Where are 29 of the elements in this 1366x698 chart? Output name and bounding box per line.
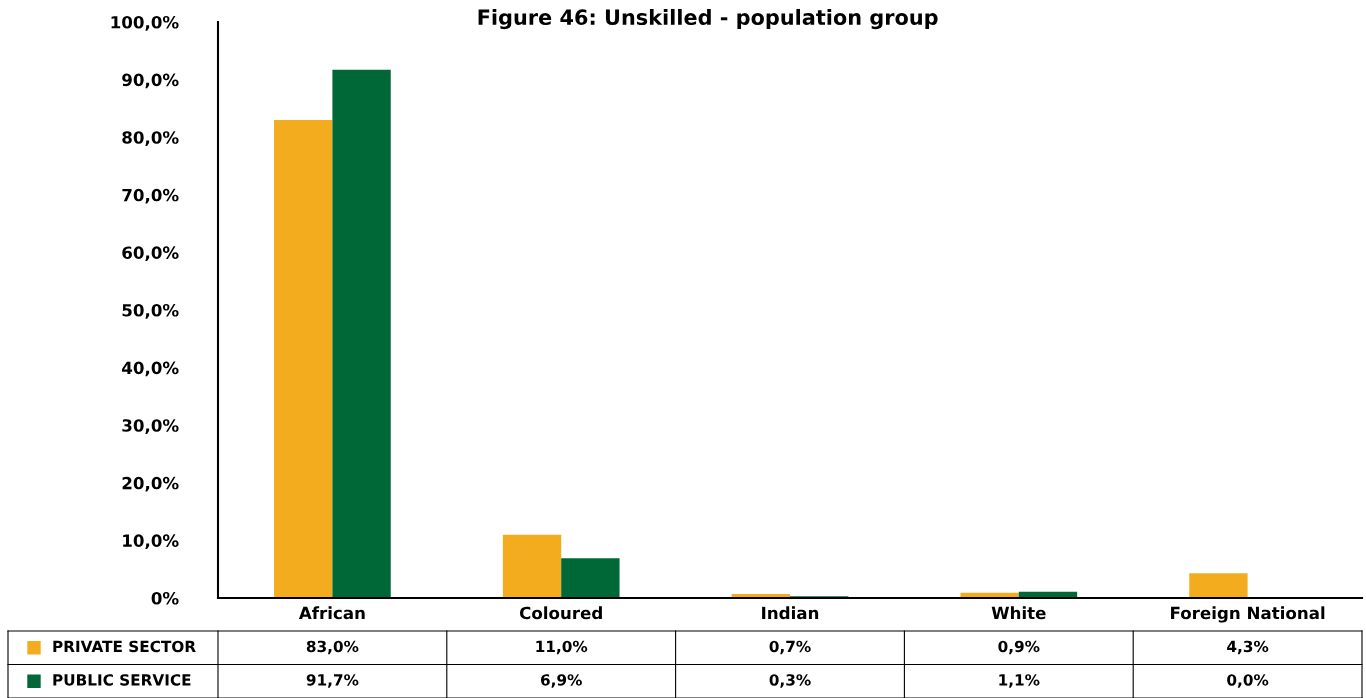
x-tick-label: Coloured (519, 606, 602, 620)
data-label: 0,0% (1227, 674, 1269, 688)
chart-title: Figure 46: Unskilled - population group (478, 8, 938, 30)
legend-label: PUBLIC SERVICE (53, 674, 191, 686)
y-tick-label: 70,0% (122, 188, 179, 204)
y-tick-label: 40,0% (122, 361, 179, 377)
y-tick-label: 80,0% (122, 131, 179, 146)
y-tick-label: 90,0% (122, 73, 179, 89)
data-label: 0,7% (769, 640, 811, 655)
x-tick-label: Foreign National (1171, 606, 1325, 623)
x-tick-label: Indian (762, 606, 819, 620)
data-label: 83,0% (306, 640, 359, 655)
data-label: 6,9% (540, 674, 582, 688)
y-tick-label: 0% (151, 591, 179, 605)
data-label: 91,7% (306, 674, 359, 688)
y-tick-label: 30,0% (122, 419, 179, 434)
data-label: 0,9% (998, 640, 1040, 655)
data-label: 1,1% (999, 674, 1040, 688)
legend-label: PRIVATE SECTOR (53, 640, 196, 653)
data-label: 4,3% (1227, 640, 1269, 655)
y-tick-label: 100,0% (111, 15, 179, 31)
y-tick-label: 20,0% (122, 476, 179, 492)
data-label: 11,0% (536, 640, 588, 655)
y-tick-label: 50,0% (122, 303, 179, 319)
data-label: 0,3% (769, 674, 811, 688)
y-tick-label: 60,0% (122, 246, 179, 262)
y-tick-label: 10,0% (123, 534, 179, 550)
x-tick-label: African (298, 606, 365, 620)
x-tick-label: White (991, 606, 1046, 620)
